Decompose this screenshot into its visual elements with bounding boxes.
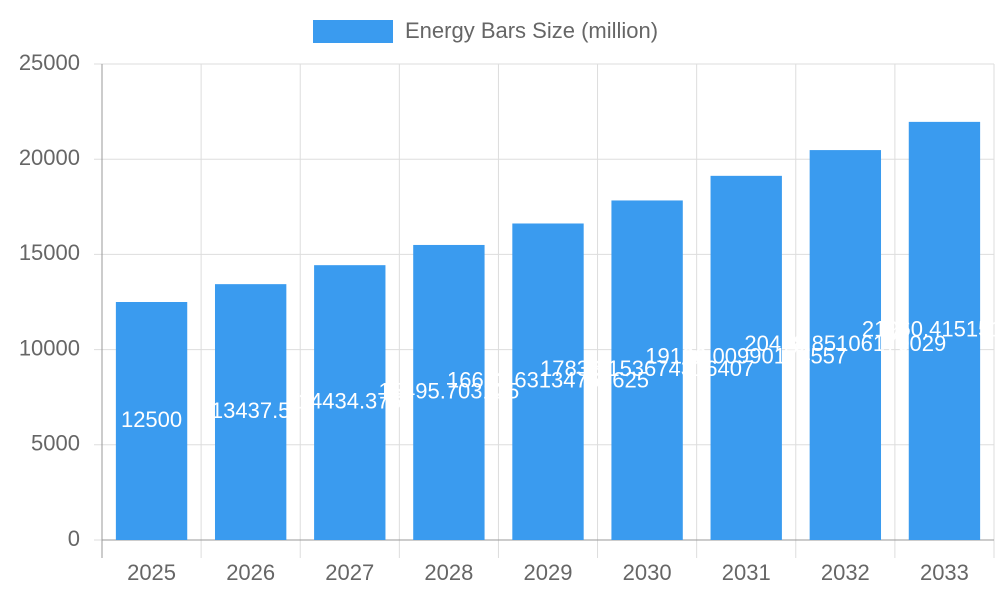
bar (314, 265, 386, 540)
x-tick-label: 2027 (325, 560, 374, 585)
x-tick-label: 2032 (821, 560, 870, 585)
x-tick-label: 2025 (127, 560, 176, 585)
data-label: 21960.41515145 (862, 317, 1000, 342)
bar (611, 200, 683, 540)
data-label: 17833.153674316407 (540, 356, 754, 381)
data-label: 14434.375 (298, 388, 402, 413)
data-label: 16623.63134765625 (447, 368, 649, 393)
x-tick-label: 2030 (623, 560, 672, 585)
data-label: 20478.85106170029 (744, 331, 946, 356)
bar (908, 121, 981, 541)
bar (413, 244, 485, 541)
legend-swatch (313, 20, 393, 43)
x-tick-label: 2031 (722, 560, 771, 585)
bar (809, 150, 882, 540)
y-tick-label: 5000 (31, 431, 80, 456)
data-label: 19126.00990174557 (645, 344, 847, 369)
bar (512, 223, 584, 540)
y-tick-label: 20000 (19, 145, 80, 170)
data-label: 13437.5 (211, 398, 291, 423)
bar (214, 284, 287, 540)
bar (710, 175, 782, 541)
y-tick-label: 10000 (19, 335, 80, 360)
bar (115, 302, 188, 540)
y-tick-label: 15000 (19, 240, 80, 265)
x-tick-label: 2028 (424, 560, 473, 585)
x-tick-label: 2033 (920, 560, 969, 585)
data-label: 15495.703125 (379, 378, 520, 403)
x-tick-label: 2029 (524, 560, 573, 585)
x-tick-label: 2026 (226, 560, 275, 585)
legend-label: Energy Bars Size (million) (405, 18, 658, 43)
y-tick-label: 0 (68, 526, 80, 551)
y-tick-label: 25000 (19, 50, 80, 75)
data-label: 12500 (121, 407, 182, 432)
